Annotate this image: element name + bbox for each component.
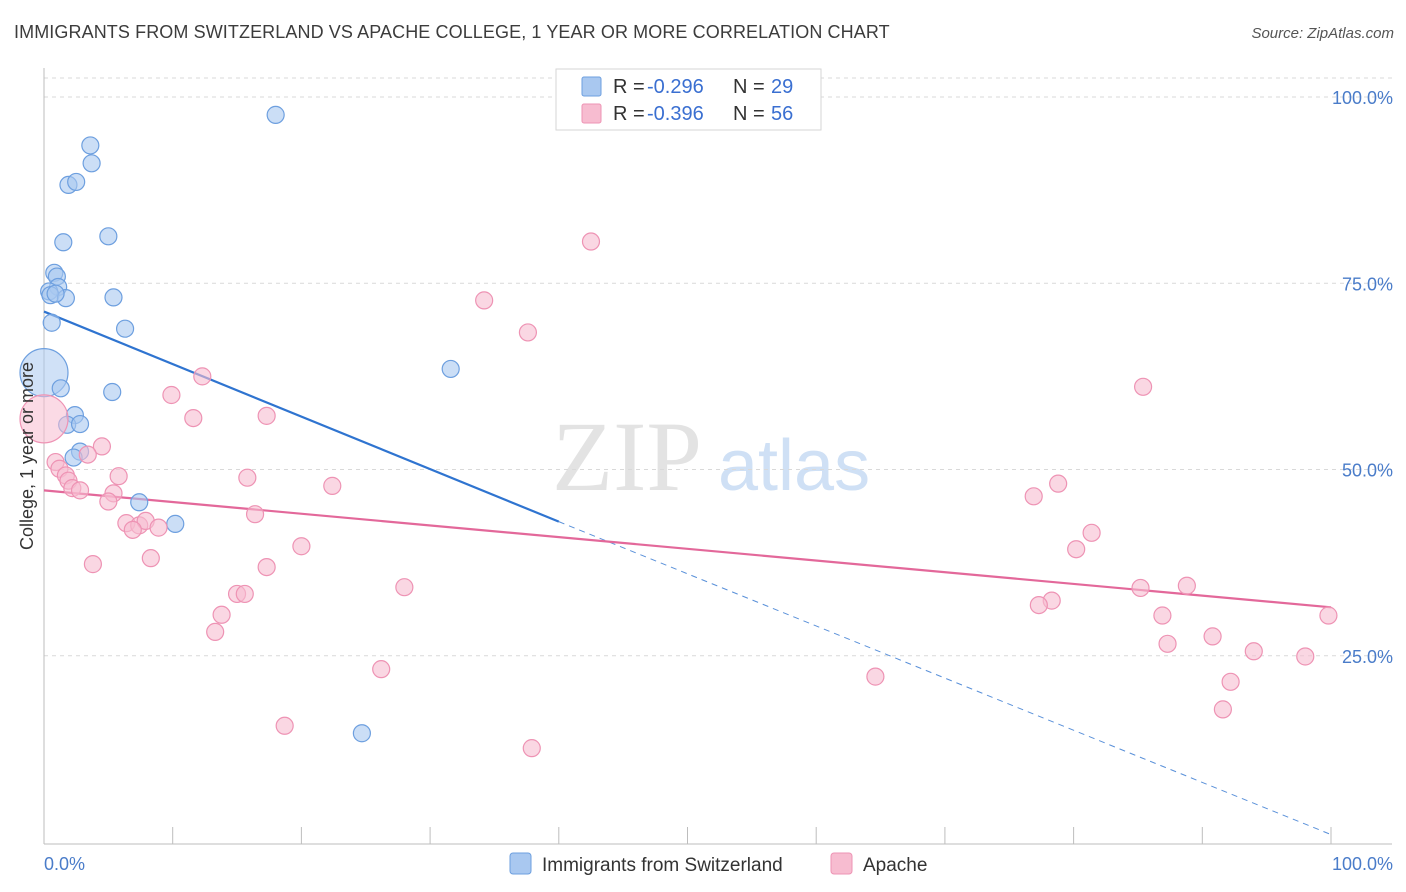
point-apache	[372, 660, 391, 679]
point-switzerland	[115, 319, 135, 338]
point-apache	[1221, 672, 1240, 691]
point-apache	[1082, 523, 1101, 542]
chart-title: IMMIGRANTS FROM SWITZERLAND VS APACHE CO…	[14, 22, 890, 42]
series-legend-swatch-switzerland	[509, 852, 532, 875]
point-apache	[1244, 642, 1263, 661]
point-switzerland	[352, 724, 371, 743]
point-apache	[238, 468, 257, 487]
watermark-atlas: atlas	[718, 426, 870, 506]
tick-labels: 100.0% 75.0% 50.0% 25.0% 0.0% 100.0%	[44, 88, 1393, 874]
point-apache	[275, 716, 294, 735]
legend-r-value-blue: -0.296	[647, 76, 704, 98]
point-apache	[141, 549, 160, 568]
point-apache	[123, 520, 142, 539]
point-apache	[149, 518, 168, 537]
point-apache	[866, 667, 885, 686]
point-apache	[162, 385, 181, 405]
point-apache	[522, 739, 541, 758]
y-tick-label: 50.0%	[1342, 461, 1393, 481]
legend-n-label-blue: N =	[733, 76, 765, 98]
trend-line-switzerland-extension	[558, 521, 1332, 836]
legend-swatch-blue	[581, 76, 602, 97]
point-switzerland	[166, 514, 185, 533]
point-apache	[212, 605, 231, 624]
stats-legend: R = -0.296 N = 29 R = -0.396 N = 56	[555, 68, 822, 131]
point-switzerland	[103, 382, 122, 402]
series-legend-label-apache: Apache	[863, 855, 927, 876]
data-points	[19, 105, 1338, 758]
legend-swatch-pink	[581, 103, 602, 124]
axes	[43, 68, 1392, 845]
point-switzerland	[266, 105, 285, 124]
legend-r-value-pink: -0.396	[647, 103, 704, 125]
y-tick-label: 100.0%	[1332, 88, 1393, 108]
point-apache	[245, 505, 265, 524]
y-tick-label: 75.0%	[1342, 274, 1393, 294]
legend-n-value-blue: 29	[771, 76, 793, 98]
series-legend-label-switzerland: Immigrants from Switzerland	[542, 855, 783, 876]
point-apache	[1024, 487, 1043, 506]
point-apache	[1203, 627, 1222, 646]
point-apache	[70, 481, 90, 500]
point-switzerland	[51, 379, 70, 398]
point-apache	[235, 584, 254, 604]
x-tick-label-left: 0.0%	[44, 854, 85, 874]
point-switzerland	[46, 284, 65, 303]
point-apache	[1131, 578, 1150, 598]
point-switzerland	[42, 313, 61, 332]
point-apache	[193, 367, 212, 386]
point-apache	[395, 578, 414, 597]
point-switzerland	[81, 136, 100, 155]
point-apache	[1153, 606, 1172, 625]
watermark-zip: ZIP	[552, 401, 702, 512]
source-label: Source: ZipAtlas.com	[1251, 25, 1394, 42]
point-switzerland	[82, 154, 101, 173]
point-apache	[83, 555, 103, 574]
point-apache	[1133, 377, 1153, 396]
point-apache	[518, 323, 538, 342]
point-switzerland	[70, 414, 90, 434]
point-apache	[581, 232, 601, 251]
point-apache	[184, 408, 203, 428]
point-apache	[1213, 700, 1232, 719]
point-switzerland	[67, 172, 86, 192]
point-apache	[92, 437, 112, 456]
trend-line-switzerland	[43, 310, 560, 523]
series-legend: Immigrants from Switzerland Apache	[509, 852, 927, 876]
point-apache	[19, 394, 69, 444]
point-apache	[257, 557, 276, 577]
legend-n-value-pink: 56	[771, 103, 793, 125]
point-apache	[1158, 634, 1177, 653]
point-apache	[1067, 540, 1086, 559]
point-apache	[257, 406, 276, 425]
point-switzerland	[99, 227, 118, 246]
point-switzerland	[104, 288, 123, 307]
point-apache	[78, 445, 97, 464]
point-apache	[1296, 647, 1315, 666]
legend-n-label-pink: N =	[733, 103, 765, 125]
point-apache	[1319, 606, 1338, 625]
point-apache	[99, 492, 118, 511]
legend-r-label-pink: R =	[613, 103, 645, 125]
gridlines	[44, 77, 1392, 657]
x-tick-label-right: 100.0%	[1332, 854, 1393, 874]
point-apache	[206, 622, 225, 642]
point-apache	[1177, 576, 1196, 595]
series-legend-swatch-apache	[830, 852, 853, 875]
y-axis-label: College, 1 year or more	[17, 362, 37, 550]
point-switzerland	[54, 233, 73, 252]
legend-r-label-blue: R =	[613, 76, 645, 98]
point-switzerland	[441, 359, 460, 379]
point-apache	[109, 467, 128, 486]
y-tick-label: 25.0%	[1342, 647, 1393, 667]
point-switzerland	[130, 493, 149, 512]
point-apache	[1049, 474, 1068, 493]
point-apache	[1029, 595, 1048, 615]
point-apache	[292, 537, 311, 556]
point-apache	[475, 291, 494, 310]
point-apache	[323, 476, 342, 495]
